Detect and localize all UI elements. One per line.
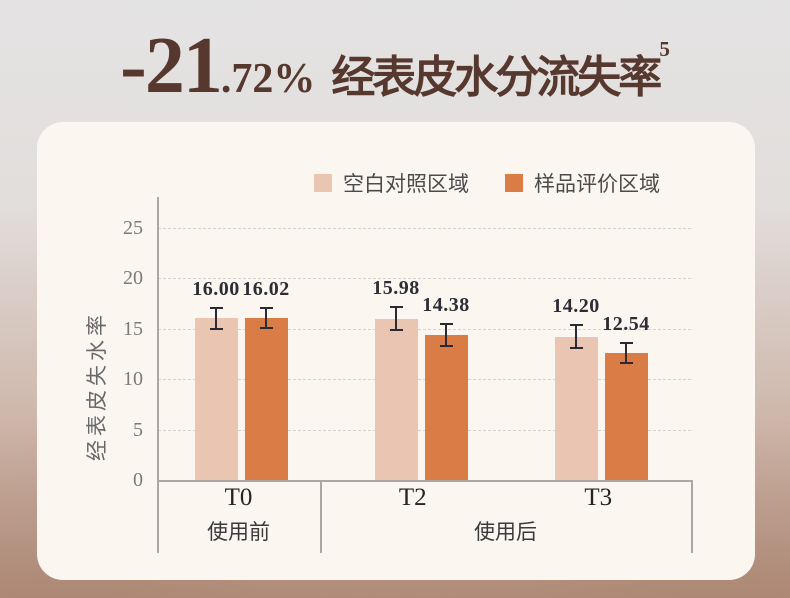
title-percent-big: -21 [120, 22, 223, 110]
x-category-label: T2 [398, 484, 427, 511]
error-bar-cap [439, 344, 453, 347]
x-category-label: T0 [224, 484, 253, 511]
error-bar-cap [209, 327, 223, 330]
y-tick-label: 20 [123, 267, 143, 289]
legend-item-control: 空白对照区域 [314, 168, 469, 198]
legend-swatch-sample-icon [505, 174, 523, 192]
y-tick-label: 25 [123, 216, 143, 239]
error-bar-cap [569, 323, 583, 326]
x-axis-line [157, 480, 691, 482]
title-percent-small: .72% [220, 56, 316, 102]
gridline [158, 227, 691, 229]
gridline [158, 328, 691, 330]
legend-swatch-control-icon [314, 174, 332, 192]
y-tick-label: 5 [133, 418, 143, 441]
y-axis-line [157, 197, 159, 553]
legend-label-control: 空白对照区域 [343, 172, 469, 196]
page-title: -21.72% 经表皮水分流失率5 [0, 0, 790, 122]
error-bar-line [575, 324, 577, 349]
bar-value-label: 16.00 [192, 278, 240, 301]
error-bar-line [395, 307, 397, 330]
error-bar-cap [439, 322, 453, 325]
bar [604, 353, 648, 480]
gridline [158, 278, 691, 279]
bar-value-label: 15.98 [372, 277, 420, 300]
bar [244, 318, 288, 480]
error-bar-cap [619, 342, 633, 345]
error-bar-line [265, 308, 267, 329]
x-category-label: T3 [584, 484, 613, 511]
error-bar-line [625, 343, 627, 364]
bar [194, 318, 238, 480]
title-footnote-sup: 5 [659, 37, 670, 62]
x-table-right-border [691, 480, 693, 553]
bar-value-label: 12.54 [602, 313, 650, 336]
error-bar-cap [259, 327, 273, 330]
error-bar-cap [209, 307, 223, 310]
x-group-label: 使用后 [474, 520, 537, 544]
x-group-label: 使用前 [207, 520, 270, 544]
legend-label-sample: 样品评价区域 [534, 172, 660, 196]
legend-item-sample: 样品评价区域 [505, 168, 660, 198]
y-tick-label: 0 [133, 469, 143, 491]
error-bar-cap [619, 362, 633, 365]
y-tick-label: 15 [123, 317, 143, 340]
title-text-main: 经表皮水分流失率 [331, 53, 662, 102]
chart-card: 空白对照区域 样品评价区域 经表皮失水率 0 5 10 15 20 25 16.00 16.0… [37, 122, 755, 580]
error-bar-cap [389, 306, 403, 309]
error-bar-cap [259, 307, 273, 310]
error-bar-line [445, 323, 447, 346]
error-bar-cap [389, 328, 403, 331]
x-table-divider [320, 480, 322, 553]
title-text: 经表皮水分流失率5 [331, 39, 670, 102]
bar [374, 318, 418, 480]
error-bar-line [215, 308, 217, 329]
bar-value-label: 14.38 [422, 293, 470, 316]
plot-area: 0 5 10 15 20 25 16.00 16.02 15.98 14.38 14.20 12.54… [37, 122, 755, 580]
bar [554, 336, 598, 480]
bar-value-label: 16.02 [242, 278, 290, 301]
y-tick-label: 10 [123, 368, 143, 390]
bar-value-label: 14.20 [552, 294, 600, 317]
error-bar-cap [569, 347, 583, 350]
chart-legend: 空白对照区域 样品评价区域 [314, 168, 660, 198]
bar [424, 334, 468, 480]
